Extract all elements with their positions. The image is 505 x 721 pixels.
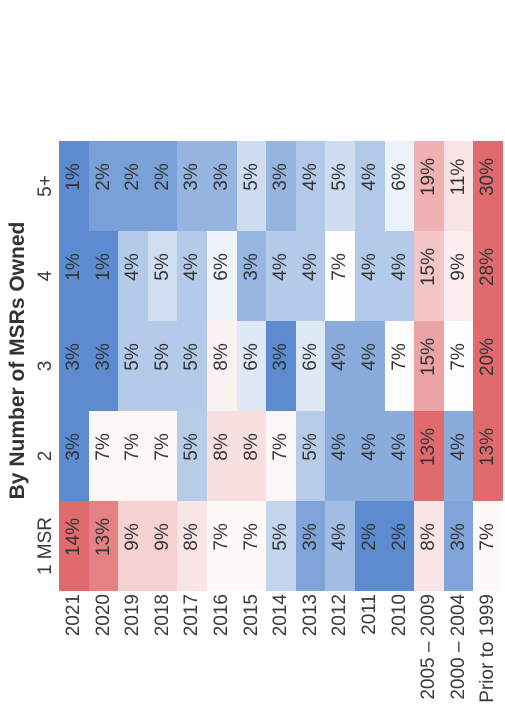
cell-value-label: 6% bbox=[388, 163, 410, 191]
cell-value-label: 13% bbox=[418, 427, 440, 467]
cell-value-label: 1% bbox=[63, 163, 84, 191]
cell-value-label: 3% bbox=[447, 523, 469, 551]
cell-value-label: 9% bbox=[151, 523, 173, 551]
row-label: 2016 bbox=[211, 594, 232, 637]
column-header: 1 MSR bbox=[35, 516, 56, 576]
cell-value-label: 8% bbox=[240, 433, 262, 461]
cell-value-label: 4% bbox=[388, 253, 410, 281]
cell-value-label: 11% bbox=[447, 158, 469, 196]
cell-value-label: 2% bbox=[122, 163, 144, 191]
cell-value-label: 4% bbox=[329, 343, 351, 371]
cell-value-label: 7% bbox=[151, 433, 173, 461]
cell-value-label: 13% bbox=[477, 427, 499, 467]
cell-value-label: 9% bbox=[447, 253, 469, 281]
row-label: 2019 bbox=[122, 594, 144, 637]
cell-value-label: 3% bbox=[92, 343, 114, 371]
cell-value-label: 3% bbox=[270, 163, 292, 191]
cell-value-label: 5% bbox=[122, 343, 144, 371]
cell-value-label: 3% bbox=[299, 523, 321, 551]
column-header: 2 bbox=[35, 450, 56, 462]
cell-value-label: 4% bbox=[181, 253, 203, 281]
cell-value-label: 7% bbox=[477, 523, 499, 551]
row-label: 2013 bbox=[299, 594, 321, 637]
cell-value-label: 2% bbox=[359, 523, 380, 551]
cell-value-label: 4% bbox=[299, 163, 321, 191]
cell-value-label: 5% bbox=[240, 163, 262, 191]
column-header: 3 bbox=[35, 360, 56, 372]
cell-value-label: 4% bbox=[359, 253, 380, 281]
cell-value-label: 5% bbox=[181, 433, 203, 461]
cell-value-label: 13% bbox=[92, 517, 114, 557]
cell-value-label: 5% bbox=[270, 523, 292, 551]
cell-value-label: 4% bbox=[359, 163, 380, 191]
cell-value-label: 3% bbox=[63, 433, 84, 461]
cell-value-label: 5% bbox=[151, 343, 173, 371]
cell-value-label: 4% bbox=[447, 433, 469, 461]
cell-value-label: 3% bbox=[240, 253, 262, 281]
cell-value-label: 4% bbox=[329, 433, 351, 461]
row-label: 2015 bbox=[240, 594, 262, 637]
cell-value-label: 6% bbox=[211, 253, 232, 281]
cell-value-label: 3% bbox=[63, 343, 84, 371]
cell-value-label: 2% bbox=[92, 163, 114, 191]
cell-value-label: 3% bbox=[211, 163, 232, 191]
cell-value-label: 7% bbox=[92, 433, 114, 461]
cell-value-label: 4% bbox=[270, 253, 292, 281]
row-label: Prior to 1999 bbox=[477, 594, 499, 703]
cell-value-label: 4% bbox=[388, 433, 410, 461]
cell-value-label: 15% bbox=[418, 337, 440, 377]
cell-value-label: 8% bbox=[211, 343, 232, 371]
cell-value-label: 4% bbox=[359, 343, 380, 371]
cell-value-label: 6% bbox=[240, 343, 262, 371]
cell-value-label: 3% bbox=[181, 163, 203, 191]
row-label: 2011 bbox=[359, 594, 380, 635]
cell-value-label: 5% bbox=[151, 253, 173, 281]
cell-value-label: 2% bbox=[388, 523, 410, 551]
cell-value-label: 5% bbox=[329, 163, 351, 191]
cell-value-label: 8% bbox=[418, 523, 440, 551]
row-label: 2005 – 2009 bbox=[418, 594, 440, 700]
cell-value-label: 20% bbox=[477, 337, 499, 377]
cell-value-label: 7% bbox=[270, 433, 292, 461]
cell-value-label: 1% bbox=[92, 253, 114, 281]
cell-value-label: 7% bbox=[329, 253, 351, 281]
cell-value-label: 8% bbox=[211, 433, 232, 461]
cell-value-label: 4% bbox=[122, 253, 144, 281]
row-label: 2018 bbox=[151, 594, 173, 637]
cell-value-label: 5% bbox=[299, 433, 321, 461]
row-label: 2020 bbox=[92, 594, 114, 637]
cell-value-label: 3% bbox=[270, 343, 292, 371]
column-header: 5+ bbox=[35, 175, 56, 197]
cell-value-label: 28% bbox=[477, 247, 499, 287]
cell-value-label: 7% bbox=[388, 343, 410, 371]
cell-value-label: 2% bbox=[151, 163, 173, 191]
row-label: 2017 bbox=[181, 594, 203, 637]
cell-value-label: 8% bbox=[181, 523, 203, 551]
cell-value-label: 15% bbox=[418, 247, 440, 287]
cell-value-label: 9% bbox=[122, 523, 144, 551]
row-label: 2021 bbox=[63, 594, 84, 637]
cell-value-label: 1% bbox=[63, 253, 84, 281]
cell-value-label: 14% bbox=[63, 517, 84, 557]
cell-value-label: 30% bbox=[477, 157, 499, 197]
row-label: 2010 bbox=[388, 594, 410, 637]
cell-value-label: 7% bbox=[211, 523, 232, 551]
cell-value-label: 4% bbox=[329, 523, 351, 551]
cell-value-label: 7% bbox=[240, 523, 262, 551]
cell-value-label: 7% bbox=[122, 433, 144, 461]
row-label: 2014 bbox=[270, 594, 292, 637]
cell-value-label: 19% bbox=[418, 157, 440, 197]
cell-value-label: 6% bbox=[299, 343, 321, 371]
cell-value-label: 4% bbox=[299, 253, 321, 281]
row-label: 2000 – 2004 bbox=[447, 594, 469, 700]
cell-value-label: 4% bbox=[359, 433, 380, 461]
cell-value-label: 7% bbox=[447, 343, 469, 371]
column-header: 4 bbox=[35, 270, 56, 282]
row-label: 2012 bbox=[329, 594, 351, 637]
cell-value-label: 5% bbox=[181, 343, 203, 371]
